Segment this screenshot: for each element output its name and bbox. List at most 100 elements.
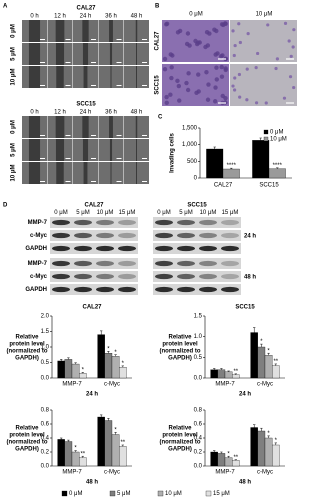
band (155, 245, 173, 252)
cell (164, 94, 169, 100)
chart-title: CAL27 (82, 305, 102, 311)
row-label: MMP-7 (28, 220, 48, 226)
cell (214, 77, 219, 82)
band (118, 273, 136, 280)
error-bar (227, 370, 230, 372)
x-tick-label: MMP-7 (62, 470, 82, 476)
legend-label: 0 μM (270, 130, 283, 136)
band (155, 219, 173, 226)
blot (153, 284, 241, 295)
cell (185, 31, 191, 36)
band (155, 260, 173, 267)
row-label: c-Myc (30, 274, 48, 280)
bar (64, 441, 73, 467)
cell (233, 76, 237, 80)
bar (222, 168, 240, 179)
wound-gap (28, 162, 41, 184)
y-tick-label: 0.8 (41, 408, 50, 414)
bar (232, 460, 240, 467)
cell (287, 39, 291, 43)
legend-swatch (263, 136, 269, 142)
band (74, 260, 92, 267)
cell (289, 54, 293, 58)
y-tick-label: 1.5 (194, 314, 203, 320)
cell (231, 29, 235, 33)
y-axis-label: GAPDH) (168, 356, 192, 362)
cell (292, 28, 296, 32)
significance: * (114, 427, 117, 433)
group-title: SCC15 (187, 203, 207, 209)
x-tick-label: MMP-7 (215, 382, 235, 388)
cell (264, 101, 268, 105)
bar (272, 365, 280, 379)
band (199, 273, 217, 280)
blot (50, 271, 138, 282)
error-bar (121, 444, 124, 447)
bar (104, 353, 113, 379)
wound-gap (28, 66, 41, 88)
cell (205, 97, 211, 102)
error-bar (274, 442, 277, 445)
error-bar (114, 354, 117, 357)
y-tick-label: 2.0 (41, 314, 50, 320)
panel-label: D (3, 203, 8, 209)
wound-gap (136, 43, 137, 65)
band (74, 273, 92, 280)
cell (164, 100, 169, 105)
wound-gap (110, 162, 112, 184)
significance: * (267, 431, 270, 437)
error-bar (74, 362, 77, 365)
wound-gap (28, 139, 41, 161)
legend-label: 15 μM (213, 491, 230, 497)
bar (64, 359, 73, 379)
x-tick-label: c-Myc (104, 382, 120, 388)
error-bar (253, 424, 256, 428)
cell (206, 82, 211, 87)
bar (210, 369, 218, 379)
band (177, 286, 195, 293)
lane-label: 0 μM (157, 210, 170, 216)
micrograph (162, 64, 229, 106)
cell (288, 75, 293, 79)
cell (231, 84, 235, 88)
y-tick-label: 0.0 (41, 376, 50, 382)
cell (205, 43, 211, 48)
legend-label: 5 μM (117, 491, 130, 497)
micrograph (230, 64, 297, 106)
x-tick-label: MMP-7 (62, 382, 82, 388)
blot (153, 230, 241, 241)
cell (233, 43, 237, 48)
band (199, 245, 217, 252)
x-axis-label: 24 h (86, 392, 98, 398)
cell (292, 85, 296, 90)
y-axis-label: protein level (162, 433, 198, 439)
bar (71, 363, 80, 379)
bar (272, 444, 280, 467)
lane-label: 5 μM (179, 210, 192, 216)
band (221, 219, 239, 226)
y-tick-label: 0.4 (41, 436, 50, 442)
legend-swatch (157, 490, 164, 497)
error-bar (213, 450, 216, 452)
wound-gap (55, 116, 65, 138)
band (199, 219, 217, 226)
legend-swatch (205, 490, 212, 497)
band (199, 232, 217, 239)
cell (266, 23, 270, 27)
band (74, 245, 92, 252)
error-bar (121, 365, 124, 368)
bar (57, 439, 65, 467)
band (221, 232, 239, 239)
y-tick-label: 0.5 (194, 355, 203, 361)
error-bar (260, 343, 263, 347)
cell (214, 65, 219, 70)
cell (223, 21, 228, 27)
significance: * (260, 339, 263, 345)
cell (186, 71, 191, 76)
cell (168, 52, 173, 57)
y-tick-label: 0.6 (194, 422, 203, 428)
row-label: GAPDH (25, 287, 47, 293)
significance: ** (233, 455, 238, 461)
x-tick-label: CAL27 (214, 183, 233, 189)
wound-gap (136, 162, 137, 184)
